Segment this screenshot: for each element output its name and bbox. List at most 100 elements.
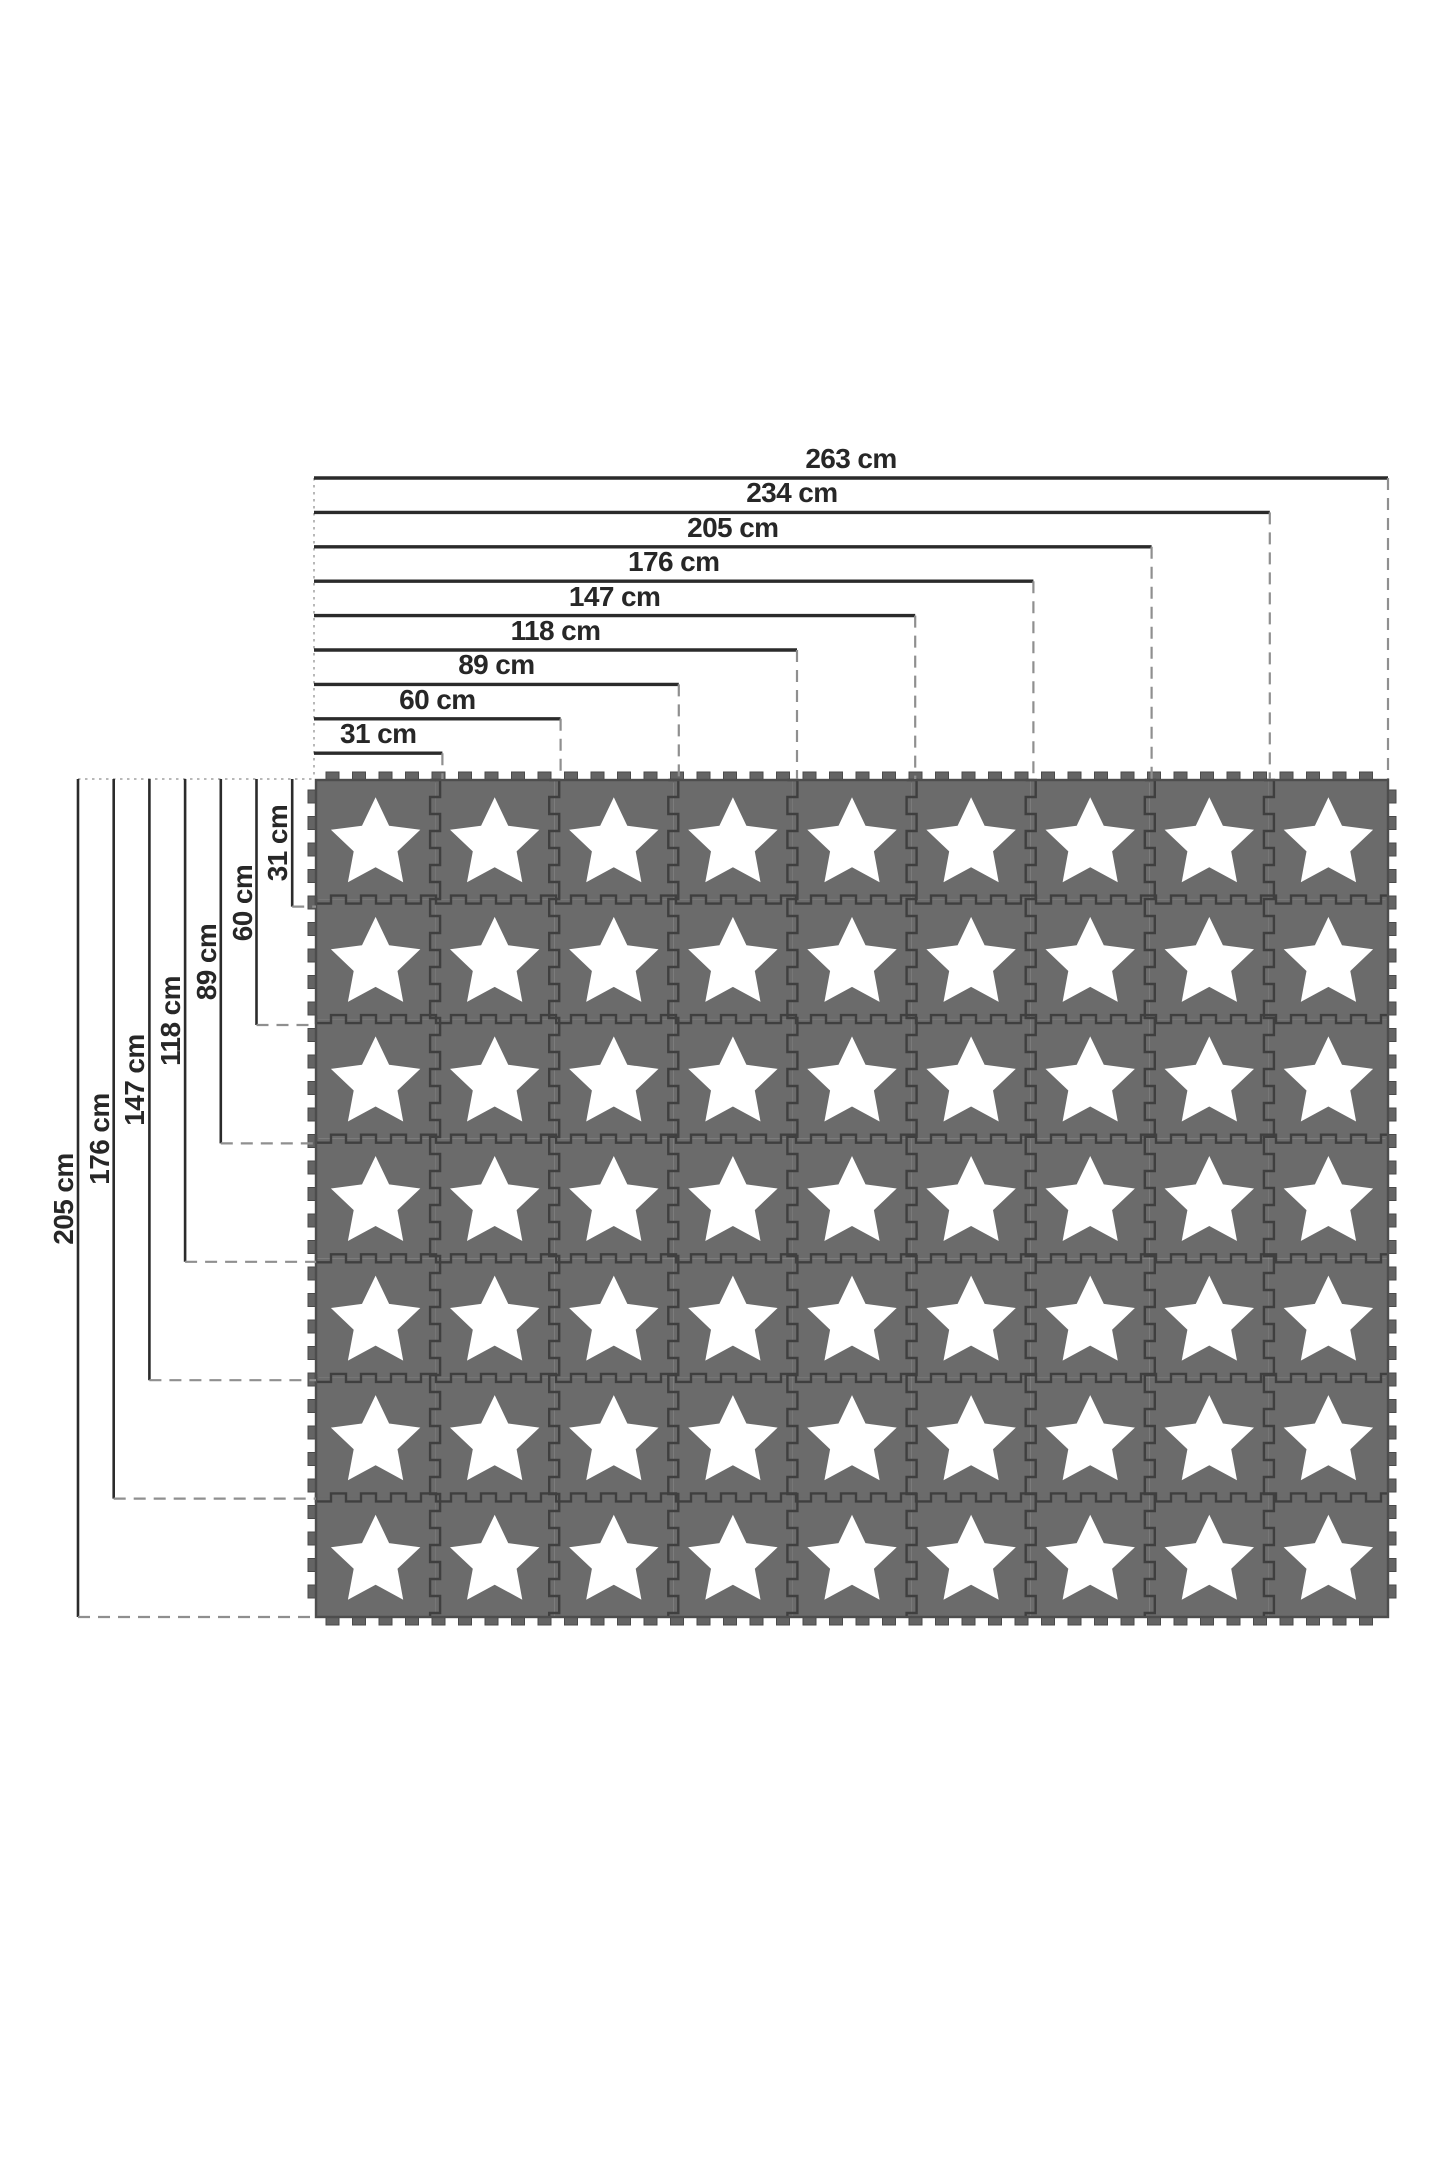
mat-tiles (316, 780, 1388, 1617)
mat-tile (554, 1497, 674, 1617)
star-icon (330, 916, 421, 1002)
mat-tile (435, 1138, 555, 1259)
star-icon (688, 1036, 778, 1122)
mat-tile (1030, 780, 1150, 900)
mat-tile (1268, 780, 1388, 900)
star-icon (1164, 1156, 1254, 1241)
mat-tile (435, 899, 555, 1020)
mat-tile (316, 780, 436, 900)
star-icon (688, 1514, 778, 1600)
width-dimension-label: 205 cm (687, 511, 779, 543)
mat-tile (435, 780, 555, 900)
mat-tile (911, 1138, 1031, 1259)
mat-tile (316, 1258, 436, 1378)
mat-tile (673, 1497, 793, 1617)
mat-tile (1268, 899, 1388, 1020)
star-icon (926, 1395, 1016, 1481)
play-mat (307, 771, 1397, 1626)
star-icon (1283, 1275, 1374, 1361)
star-icon (688, 916, 778, 1002)
height-dimension-label: 176 cm (83, 1093, 115, 1185)
star-icon (450, 1036, 540, 1122)
height-dimension-label: 205 cm (48, 1152, 79, 1245)
star-icon (1164, 1514, 1254, 1600)
star-icon (330, 1156, 421, 1241)
mat-tile (435, 1258, 555, 1378)
star-icon (450, 797, 540, 883)
mat-tile (1030, 1377, 1150, 1498)
mat-tile (1149, 1377, 1269, 1498)
star-icon (450, 1514, 540, 1600)
mat-tile (435, 1497, 555, 1617)
width-dimension-label: 60 cm (399, 683, 476, 715)
star-icon (688, 1275, 778, 1361)
star-icon (330, 1514, 421, 1600)
mat-tile (792, 1497, 912, 1617)
mat-tile (1268, 1138, 1388, 1259)
mat-tile (1149, 1497, 1269, 1617)
mat-tile (1268, 1377, 1388, 1498)
star-icon (569, 1275, 659, 1361)
mat-tile (554, 899, 674, 1020)
star-icon (569, 1156, 659, 1241)
mat-tile (673, 780, 793, 900)
mat-seams (314, 778, 1388, 1617)
height-dimension-label: 89 cm (190, 923, 222, 1000)
star-icon (1283, 916, 1374, 1002)
star-icon (1045, 1275, 1135, 1361)
width-dimension-label: 31 cm (339, 718, 417, 750)
width-dimension-label: 118 cm (510, 615, 601, 646)
star-icon (450, 1156, 540, 1241)
mat-tile (554, 1377, 674, 1498)
star-icon (926, 797, 1016, 883)
star-icon (1045, 1156, 1135, 1241)
star-icon (1164, 1275, 1254, 1361)
mat-tile (792, 780, 912, 900)
star-icon (1045, 1036, 1135, 1122)
mat-tile (1149, 780, 1269, 900)
mat-tile (1149, 1258, 1269, 1378)
star-icon (450, 1395, 540, 1481)
width-dimension-label: 89 cm (458, 649, 535, 681)
star-icon (807, 1156, 897, 1241)
star-icon (330, 1275, 421, 1361)
width-dimension-label: 234 cm (746, 477, 838, 509)
mat-tile (1268, 1258, 1388, 1378)
star-icon (807, 1275, 897, 1361)
height-dimension-label: 60 cm (226, 864, 258, 941)
star-icon (1045, 1514, 1135, 1600)
star-icon (569, 916, 659, 1002)
star-icon (926, 1156, 1016, 1241)
star-icon (926, 1036, 1016, 1122)
star-icon (569, 1514, 659, 1600)
star-icon (807, 1395, 897, 1481)
mat-tile (911, 1497, 1031, 1617)
mat-tile (673, 899, 793, 1020)
width-dimension-label: 263 cm (805, 443, 897, 474)
width-dimension-label: 147 cm (568, 580, 661, 612)
mat-tile (1268, 1019, 1388, 1139)
mat-tile (673, 1258, 793, 1378)
star-icon (1045, 1395, 1135, 1481)
width-dimension-label: 176 cm (628, 546, 720, 578)
star-icon (1283, 797, 1374, 883)
mat-tile (673, 1019, 793, 1139)
mat-tile (792, 1138, 912, 1259)
mat-tile (554, 1258, 674, 1378)
star-icon (569, 1395, 659, 1481)
mat-tile (316, 1497, 436, 1617)
mat-tile (316, 1019, 436, 1139)
mat-tile (792, 1258, 912, 1378)
mat-tile (792, 1377, 912, 1498)
mat-tile (554, 780, 674, 900)
star-icon (688, 1156, 778, 1241)
height-dimension-label: 147 cm (119, 1034, 151, 1126)
star-icon (807, 1036, 897, 1122)
star-icon (1283, 1514, 1374, 1600)
star-icon (926, 1275, 1016, 1361)
mat-tile (554, 1138, 674, 1259)
star-icon (688, 1395, 778, 1481)
mat-tile (435, 1019, 555, 1139)
